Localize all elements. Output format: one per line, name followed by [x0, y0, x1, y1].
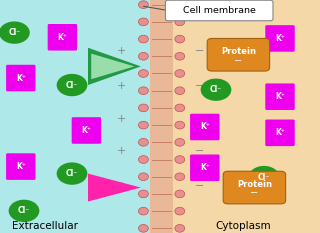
Circle shape	[57, 74, 87, 96]
FancyBboxPatch shape	[48, 24, 77, 51]
Text: K⁺: K⁺	[275, 92, 285, 101]
Polygon shape	[91, 54, 134, 79]
Ellipse shape	[139, 207, 148, 215]
Text: −: −	[195, 46, 205, 56]
Ellipse shape	[139, 190, 148, 198]
Ellipse shape	[139, 70, 148, 77]
Ellipse shape	[139, 87, 148, 95]
Ellipse shape	[139, 18, 148, 26]
Text: −: −	[195, 81, 205, 91]
Circle shape	[249, 166, 279, 188]
Text: −: −	[195, 182, 205, 191]
Ellipse shape	[175, 156, 185, 163]
Ellipse shape	[175, 207, 185, 215]
Bar	[150, 0, 173, 233]
Ellipse shape	[175, 104, 185, 112]
Text: Protein: Protein	[221, 48, 256, 56]
Circle shape	[201, 79, 231, 101]
Text: +: +	[117, 46, 126, 56]
Bar	[0, 0, 162, 233]
Text: −: −	[195, 114, 205, 124]
Text: K⁺: K⁺	[275, 34, 285, 43]
Text: Cl⁻: Cl⁻	[66, 169, 78, 178]
Text: K⁺: K⁺	[275, 128, 285, 137]
Ellipse shape	[175, 87, 185, 95]
FancyBboxPatch shape	[265, 83, 295, 110]
Text: K⁺: K⁺	[82, 126, 91, 135]
FancyBboxPatch shape	[72, 117, 101, 144]
Polygon shape	[88, 174, 141, 202]
FancyBboxPatch shape	[190, 154, 220, 181]
Text: K⁺: K⁺	[200, 123, 210, 131]
Text: +: +	[117, 147, 126, 156]
Text: Protein: Protein	[237, 180, 272, 189]
FancyBboxPatch shape	[190, 114, 220, 140]
FancyBboxPatch shape	[223, 171, 286, 204]
Ellipse shape	[139, 138, 148, 146]
Circle shape	[57, 162, 87, 185]
Ellipse shape	[139, 156, 148, 163]
Ellipse shape	[175, 35, 185, 43]
Text: Extracellular: Extracellular	[12, 221, 78, 231]
Ellipse shape	[175, 52, 185, 60]
Circle shape	[0, 21, 30, 44]
Bar	[162, 0, 320, 233]
Text: K⁺: K⁺	[58, 33, 67, 42]
Ellipse shape	[175, 18, 185, 26]
FancyBboxPatch shape	[6, 153, 36, 180]
Text: Cl⁻: Cl⁻	[18, 206, 30, 215]
Text: −: −	[195, 147, 205, 156]
Ellipse shape	[139, 35, 148, 43]
Text: Cl⁻: Cl⁻	[258, 173, 270, 182]
Text: −: −	[234, 56, 243, 65]
Text: K⁺: K⁺	[16, 74, 26, 82]
Ellipse shape	[175, 1, 185, 9]
Text: Cl⁻: Cl⁻	[66, 81, 78, 89]
Ellipse shape	[175, 138, 185, 146]
Ellipse shape	[139, 121, 148, 129]
Ellipse shape	[175, 225, 185, 232]
Text: Cytoplasm: Cytoplasm	[215, 221, 271, 231]
Circle shape	[9, 200, 39, 222]
Ellipse shape	[175, 173, 185, 181]
Ellipse shape	[175, 70, 185, 77]
FancyBboxPatch shape	[207, 38, 270, 71]
FancyBboxPatch shape	[265, 25, 295, 52]
Text: +: +	[117, 182, 126, 191]
Text: K⁺: K⁺	[16, 162, 26, 171]
Text: +: +	[117, 114, 126, 124]
Ellipse shape	[175, 190, 185, 198]
Ellipse shape	[139, 1, 148, 9]
Polygon shape	[88, 48, 141, 85]
Text: Cell membrane: Cell membrane	[183, 6, 256, 15]
Text: K⁺: K⁺	[200, 163, 210, 172]
FancyBboxPatch shape	[265, 120, 295, 146]
FancyBboxPatch shape	[6, 65, 36, 91]
Text: Cl⁻: Cl⁻	[210, 85, 222, 94]
Ellipse shape	[139, 104, 148, 112]
Ellipse shape	[139, 173, 148, 181]
Ellipse shape	[139, 52, 148, 60]
Text: +: +	[117, 81, 126, 91]
Ellipse shape	[175, 121, 185, 129]
Ellipse shape	[139, 225, 148, 232]
FancyBboxPatch shape	[165, 0, 273, 21]
Text: Cl⁻: Cl⁻	[8, 28, 20, 37]
Text: −: −	[250, 188, 259, 198]
